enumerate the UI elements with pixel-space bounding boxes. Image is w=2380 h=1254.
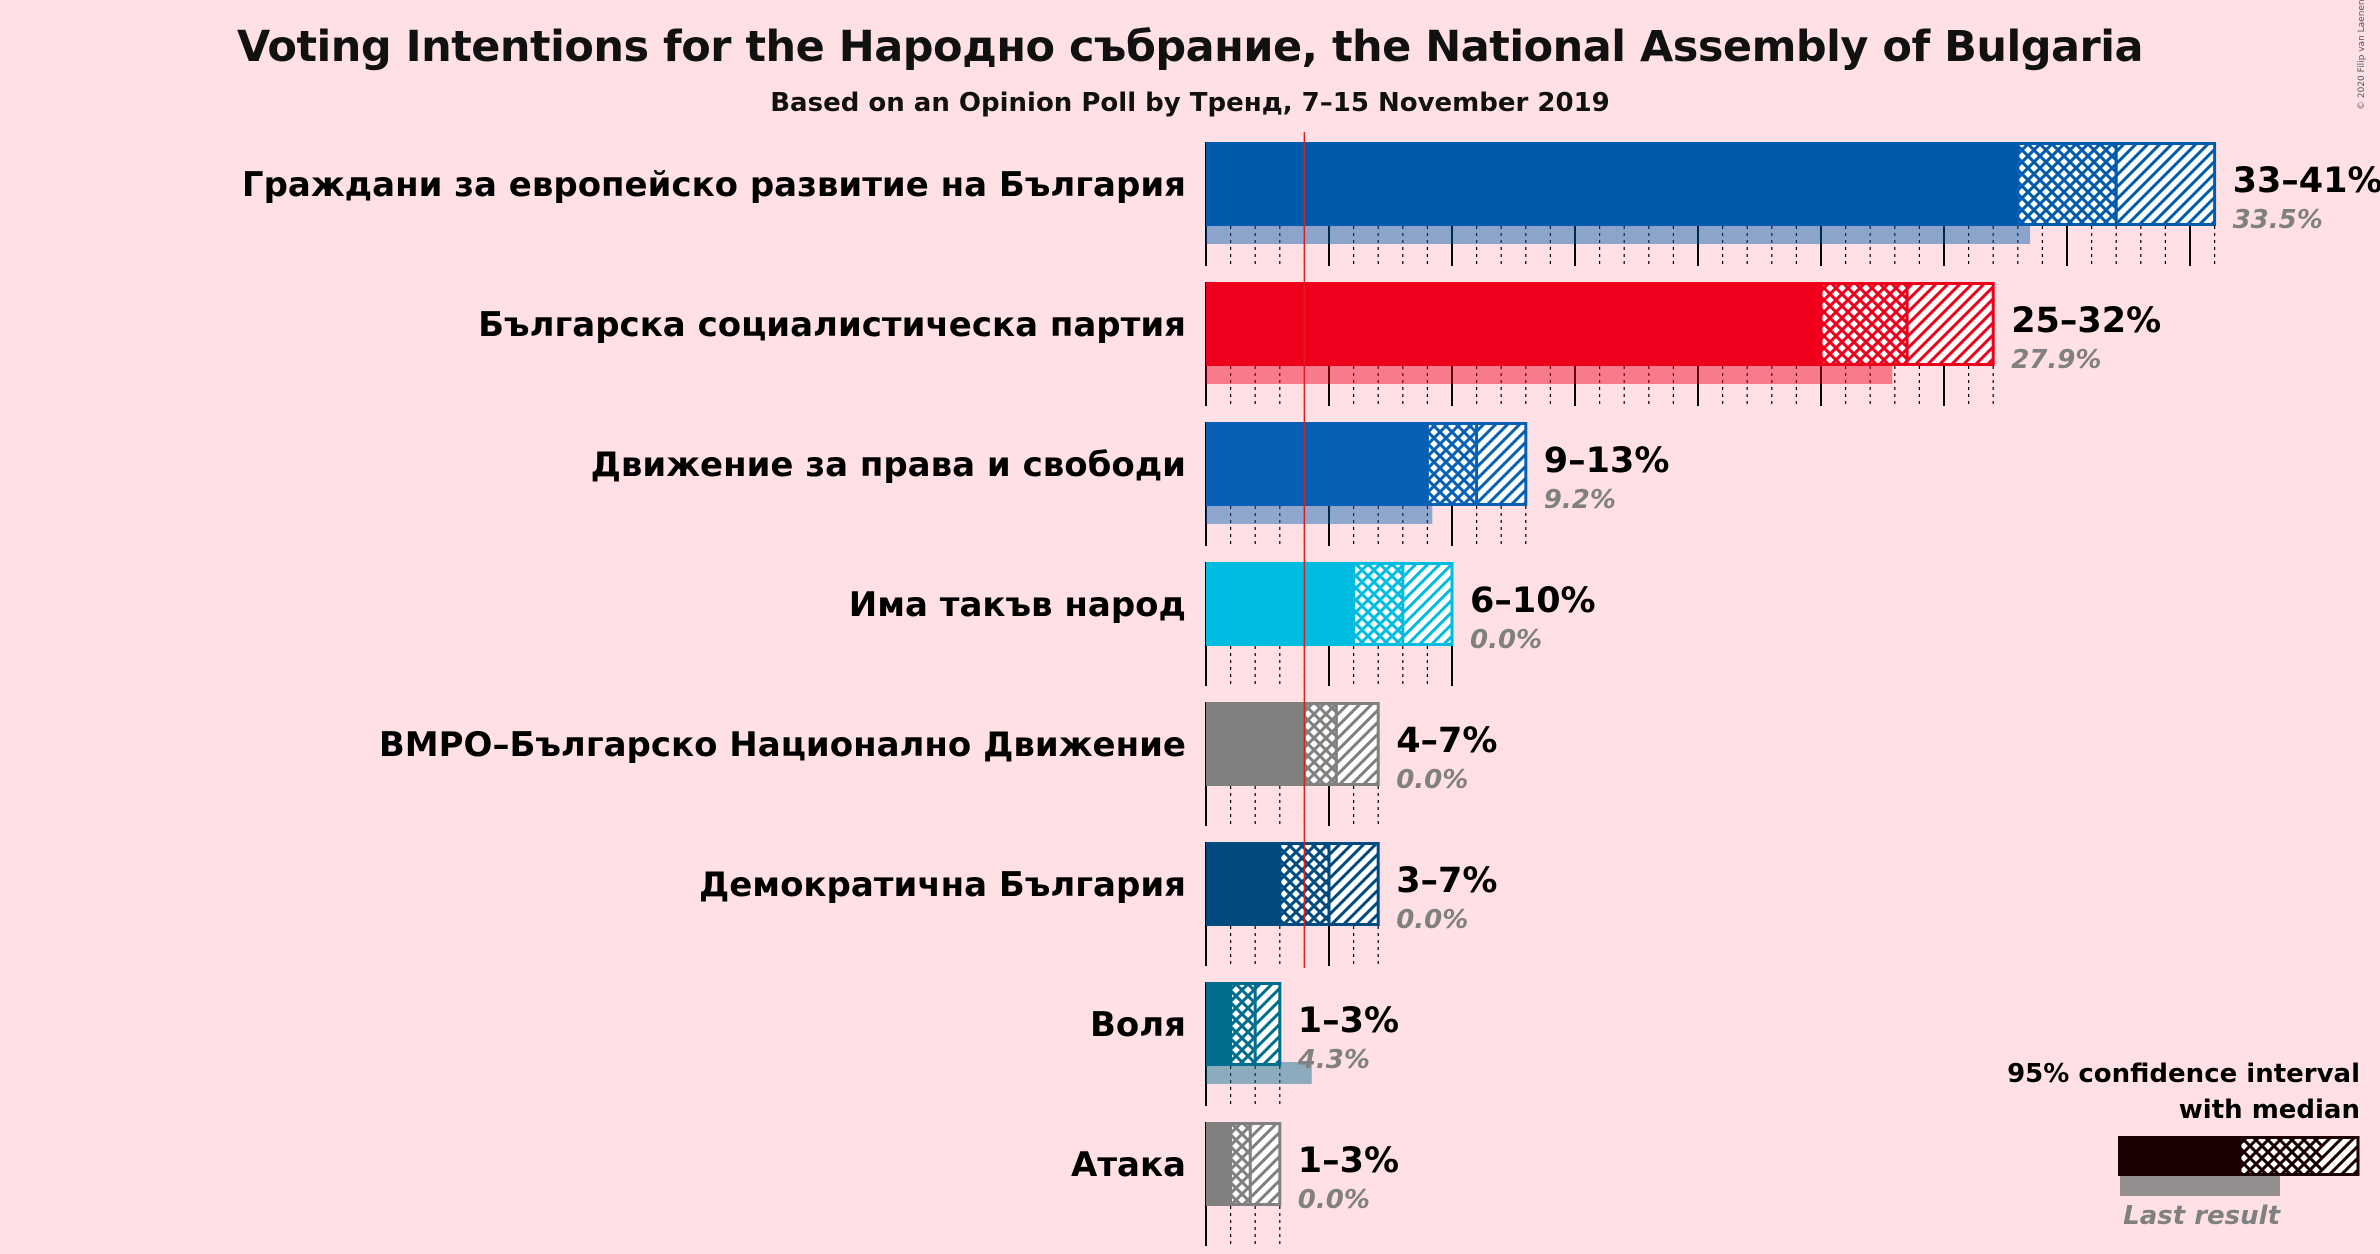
- range-label: 1–3%: [1298, 1141, 1399, 1181]
- last-result-label: 0.0%: [1470, 625, 1542, 655]
- last-result-label: 4.3%: [1297, 1045, 1370, 1075]
- last-result-label: 0.0%: [1298, 1185, 1370, 1215]
- party-label: ВМРО–Българско Национално Движение: [379, 725, 1186, 765]
- party-label: Движение за права и свободи: [591, 445, 1186, 485]
- party-label: Воля: [1090, 1005, 1186, 1045]
- legend-solid-bar: [2118, 1136, 2240, 1176]
- bar-ci-lower: [2017, 142, 2117, 226]
- legend-last-result-label: Last result: [2123, 1201, 2281, 1231]
- range-label: 4–7%: [1396, 721, 1497, 761]
- bar-ci-upper: [2116, 142, 2215, 226]
- bar-ci-upper: [1250, 1122, 1280, 1206]
- range-label: 9–13%: [1544, 441, 1670, 481]
- party-label: Атака: [1071, 1145, 1186, 1185]
- party-label: Демократична България: [699, 865, 1186, 905]
- bar-solid: [1206, 1122, 1231, 1206]
- bar-ci-lower: [1353, 562, 1403, 646]
- bar-solid: [1206, 422, 1428, 506]
- party-label: Българска социалистическа партия: [478, 305, 1186, 345]
- bar-solid: [1206, 142, 2018, 226]
- bar-ci-lower: [1304, 702, 1337, 786]
- legend-ci-outline: [2238, 1136, 2360, 1176]
- chart-subtitle: Based on an Opinion Poll by Тренд, 7–15 …: [770, 88, 1610, 118]
- bar-solid: [1206, 982, 1231, 1066]
- bar-solid: [1206, 282, 1821, 366]
- last-result-label: 0.0%: [1396, 765, 1468, 795]
- labels: Граждани за европейско развитие на Бълга…: [242, 161, 2380, 1215]
- legend-title-line1: 95% confidence interval: [2007, 1059, 2360, 1089]
- bar-ci-lower: [1821, 282, 1908, 366]
- last-result-bar: [1206, 502, 1433, 524]
- last-result-label: 33.5%: [2233, 205, 2323, 235]
- last-result-bar: [1206, 1062, 1312, 1084]
- legend: 95% confidence interval with median Last r…: [2007, 1059, 2360, 1231]
- bar-ci-upper: [1329, 842, 1379, 926]
- bar-ci-upper: [1907, 282, 1994, 366]
- range-label: 33–41%: [2233, 161, 2380, 201]
- last-result-label: 9.2%: [1544, 485, 1616, 515]
- bar-ci-lower: [1427, 422, 1477, 506]
- range-label: 1–3%: [1298, 1001, 1399, 1041]
- last-result-label: 0.0%: [1396, 905, 1468, 935]
- party-label: Граждани за европейско развитие на Бълга…: [242, 165, 1186, 205]
- bar-ci-lower: [1230, 982, 1256, 1066]
- bar-ci-upper: [1255, 982, 1280, 1066]
- legend-title-line2: with median: [2179, 1095, 2360, 1125]
- bar-solid: [1206, 702, 1305, 786]
- legend-diag-bar: [2322, 1136, 2358, 1176]
- last-result-bar: [1206, 222, 2031, 244]
- bar-ci-upper: [1402, 562, 1452, 646]
- range-label: 6–10%: [1470, 581, 1596, 621]
- bars: [1206, 142, 2217, 1206]
- last-result-bar: [1206, 362, 1893, 384]
- bar-ci-upper: [1336, 702, 1379, 786]
- range-label: 25–32%: [2011, 301, 2161, 341]
- bar-solid: [1206, 562, 1354, 646]
- party-label: Има такъв народ: [849, 585, 1186, 625]
- chart-title: Voting Intentions for the Народно събран…: [236, 22, 2144, 72]
- bar-ci-outline: [1229, 1122, 1282, 1206]
- legend-cross-bar: [2240, 1136, 2322, 1176]
- bar-ci-upper: [1476, 422, 1526, 506]
- last-result-label: 27.9%: [2011, 345, 2101, 375]
- bar-ci-lower: [1230, 1122, 1251, 1206]
- bar-solid: [1206, 842, 1280, 926]
- range-label: 3–7%: [1396, 861, 1497, 901]
